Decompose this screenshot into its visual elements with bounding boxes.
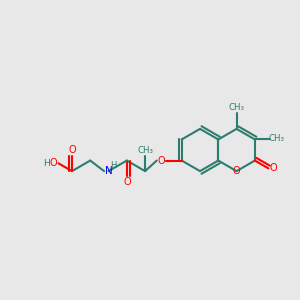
Text: O: O	[269, 163, 277, 173]
Text: CH₃: CH₃	[229, 103, 244, 112]
Text: N: N	[105, 166, 112, 176]
Text: CH₃: CH₃	[137, 146, 153, 154]
Text: O: O	[158, 156, 165, 166]
Text: H: H	[43, 159, 50, 168]
Text: O: O	[68, 145, 76, 155]
Text: O: O	[233, 166, 240, 176]
Text: CH₃: CH₃	[268, 134, 284, 143]
Text: O: O	[123, 177, 130, 187]
Text: H: H	[110, 161, 116, 170]
Text: O: O	[49, 158, 57, 168]
